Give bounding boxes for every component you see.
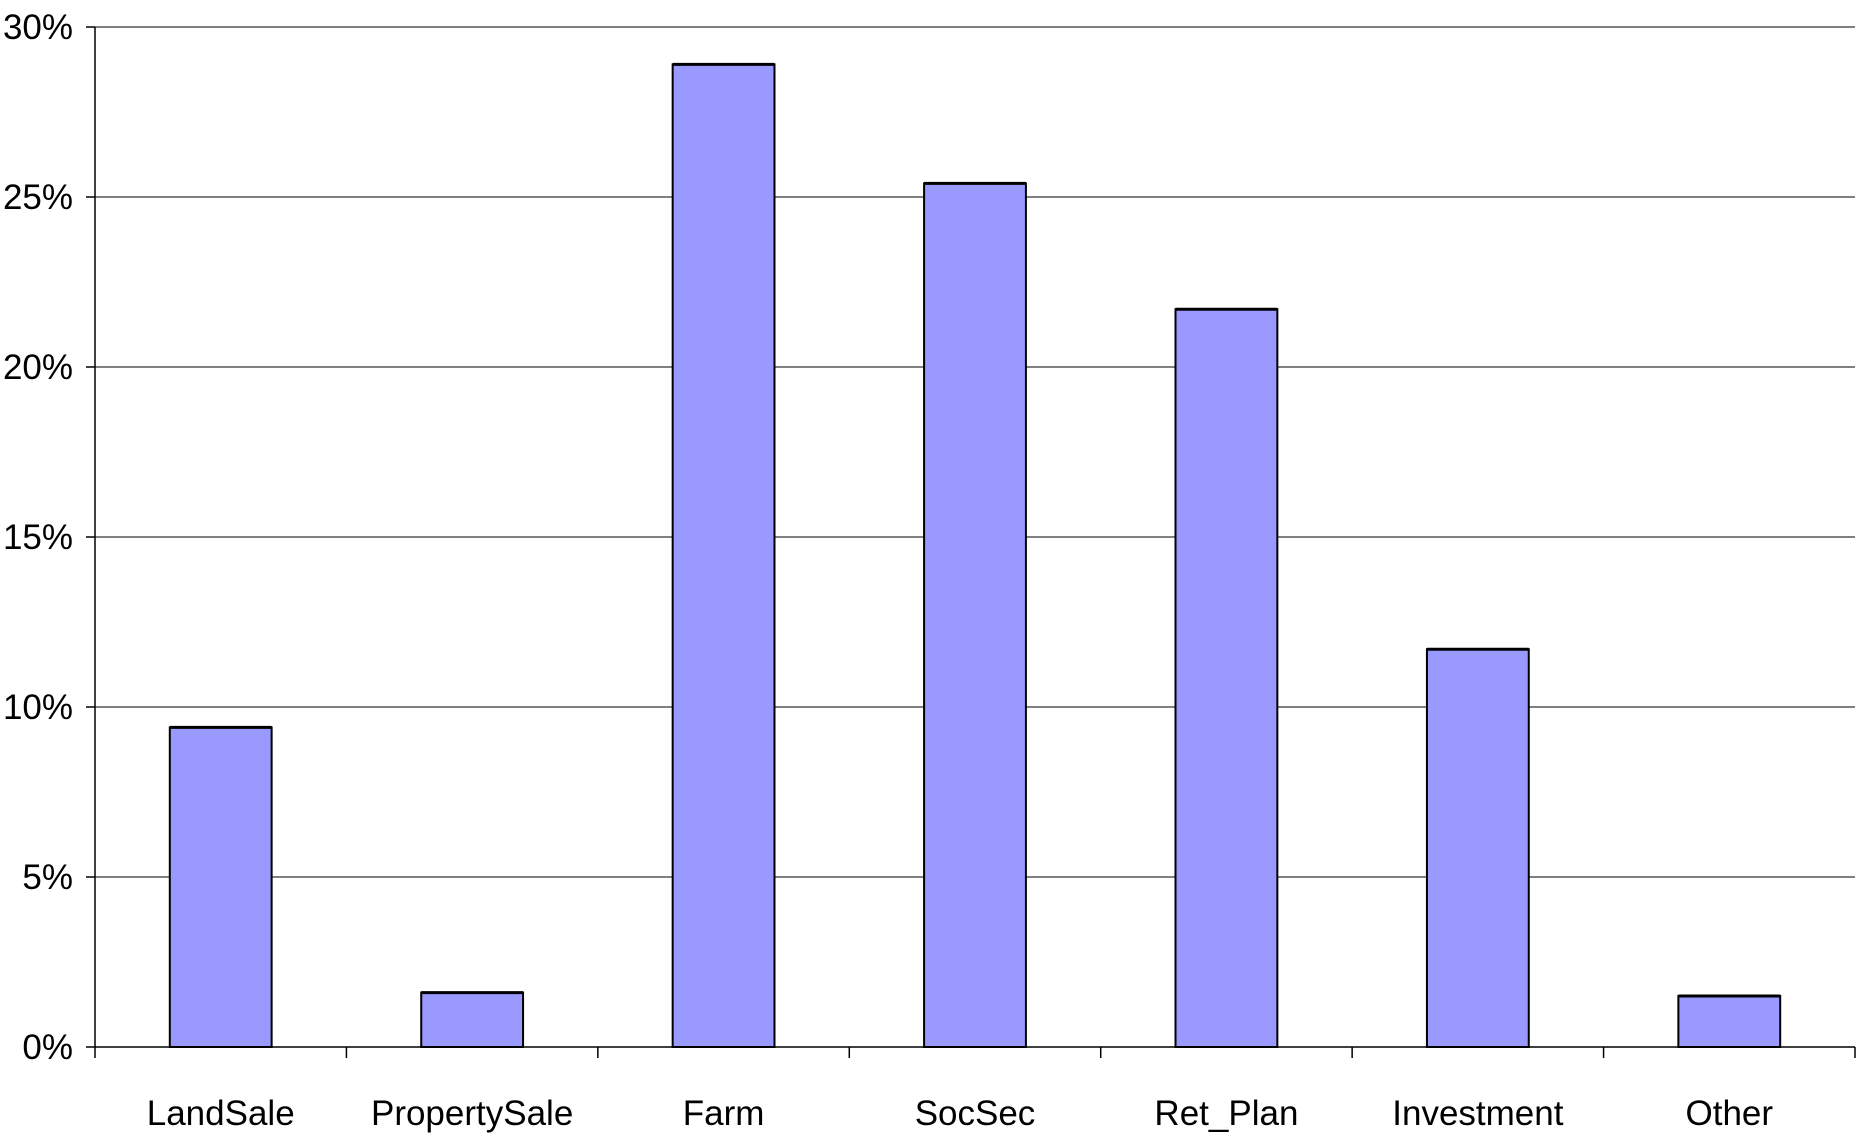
- y-tick-label: 10%: [3, 688, 73, 727]
- y-tick-label: 5%: [22, 858, 73, 897]
- x-tick-label: SocSec: [915, 1094, 1036, 1133]
- y-tick-label: 20%: [3, 348, 73, 387]
- y-tick-label: 30%: [3, 8, 73, 47]
- bar: [923, 182, 1027, 1048]
- axes: [86, 26, 1856, 1058]
- x-tick-label: LandSale: [147, 1094, 295, 1133]
- bar-farm: [671, 62, 776, 1048]
- bar-ret-plan: [1174, 307, 1279, 1048]
- x-tick-label: PropertySale: [371, 1094, 573, 1133]
- x-tick-label: Farm: [683, 1094, 765, 1133]
- bar: [1677, 995, 1782, 1048]
- bar-propertysale: [420, 991, 525, 1048]
- bar: [1425, 648, 1530, 1048]
- bar-landsale: [168, 725, 273, 1049]
- bar-other: [1677, 994, 1782, 1048]
- bars: [168, 62, 1782, 1049]
- bar-socsec: [923, 181, 1027, 1048]
- bar-investment: [1425, 647, 1530, 1048]
- y-tick-label: 15%: [3, 518, 73, 557]
- bar: [671, 63, 776, 1048]
- bar: [420, 991, 525, 1048]
- x-axis-tick-labels: LandSale PropertySale Farm SocSec Ret_Plan In…: [147, 1094, 1774, 1133]
- bar: [1174, 308, 1279, 1048]
- y-tick-label: 0%: [22, 1028, 73, 1067]
- y-tick-label: 25%: [3, 178, 73, 217]
- x-tick-label: Investment: [1392, 1094, 1563, 1133]
- bar: [168, 726, 273, 1049]
- x-tick-label: Ret_Plan: [1154, 1094, 1298, 1133]
- y-axis-tick-labels: 0% 5% 10% 15% 20% 25% 30%: [3, 8, 73, 1067]
- x-tick-label: Other: [1686, 1094, 1774, 1133]
